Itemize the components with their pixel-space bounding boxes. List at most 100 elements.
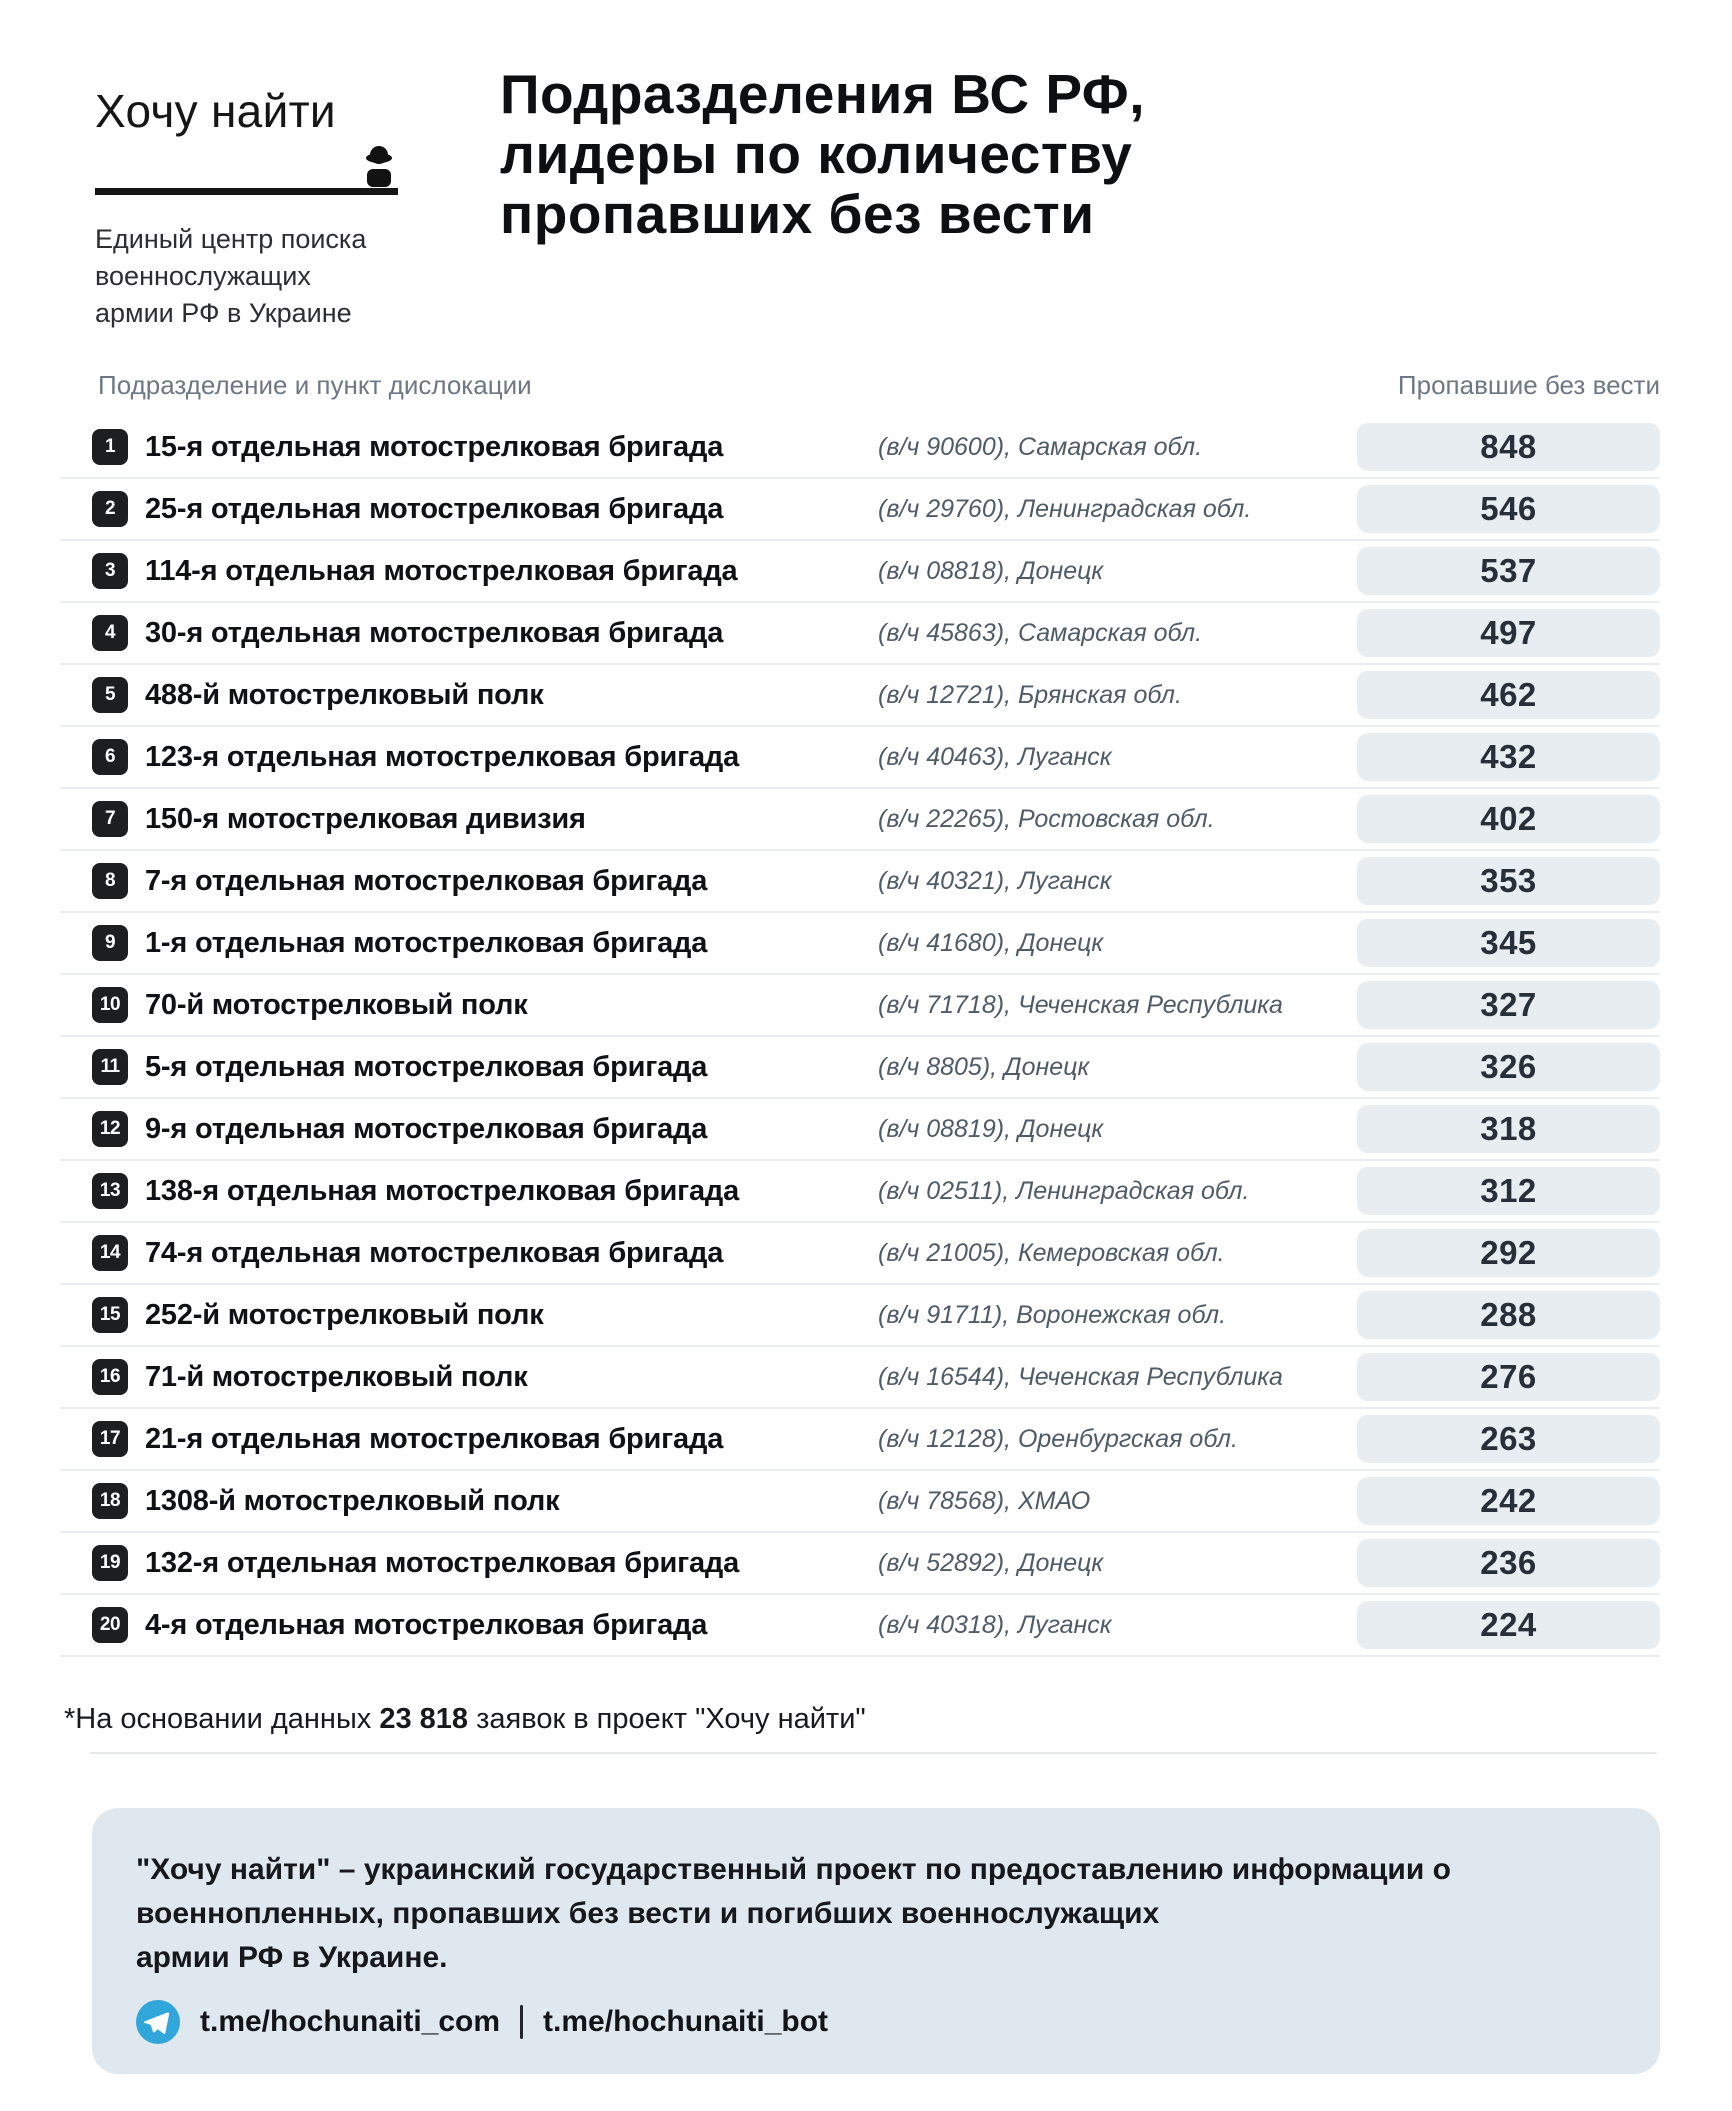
unit-location: (в/ч 52892), Донецк (878, 1548, 1104, 1577)
logo-title: Хочу найти (95, 85, 336, 137)
rank-badge: 2 (92, 491, 128, 527)
unit-location: (в/ч 71718), Чеченская Республика (878, 990, 1283, 1019)
table-row: 16 71-й мотострелковый полк (в/ч 16544),… (60, 1347, 1660, 1409)
missing-count: 224 (1357, 1601, 1660, 1649)
rank-badge: 13 (92, 1173, 128, 1209)
missing-count: 242 (1357, 1477, 1660, 1525)
table-row: 18 1308-й мотострелковый полк (в/ч 78568… (60, 1471, 1660, 1533)
missing-count: 353 (1357, 857, 1660, 905)
page-title-line: пропавших без вести (500, 183, 1095, 245)
logo-subtitle-line: военнослужащих (95, 261, 311, 291)
unit-location: (в/ч 12128), Оренбургская обл. (878, 1424, 1238, 1453)
unit-name: 71-й мотострелковый полк (145, 1360, 528, 1393)
unit-name: 74-я отдельная мотострелковая бригада (145, 1236, 724, 1269)
rank-badge: 14 (92, 1235, 128, 1271)
unit-name: 15-я отдельная мотострелковая бригада (145, 430, 724, 463)
unit-name: 123-я отдельная мотострелковая бригада (145, 740, 740, 773)
about-text-line: "Хочу найти" – украинский государственны… (136, 1853, 1451, 1886)
unit-location: (в/ч 12721), Брянская обл. (878, 680, 1182, 709)
table-row: 9 1-я отдельная мотострелковая бригада (… (60, 913, 1660, 975)
rank-badge: 11 (92, 1049, 128, 1085)
about-text-line: армии РФ в Украине. (136, 1941, 448, 1974)
soldier-icon (366, 146, 392, 187)
rank-badge: 17 (92, 1421, 128, 1457)
footnote-suffix: заявок в проект "Хочу найти" (468, 1703, 866, 1735)
table-row: 7 150-я мотострелковая дивизия (в/ч 2226… (60, 789, 1660, 851)
page-title-line: лидеры по количеству (500, 123, 1133, 185)
telegram-link-com[interactable]: t.me/hochunaiti_com (200, 2005, 501, 2038)
unit-name: 25-я отдельная мотострелковая бригада (145, 492, 724, 525)
logo-subtitle: Единый центр поиска военнослужащих армии… (95, 221, 500, 332)
unit-location: (в/ч 21005), Кемеровская обл. (878, 1238, 1225, 1267)
table-row: 6 123-я отдельная мотострелковая бригада… (60, 727, 1660, 789)
rank-badge: 12 (92, 1111, 128, 1147)
unit-name: 4-я отдельная мотострелковая бригада (145, 1608, 708, 1641)
table-header: Подразделение и пункт дислокации Пропавш… (98, 370, 1660, 401)
rank-badge: 18 (92, 1483, 128, 1519)
unit-name: 132-я отдельная мотострелковая бригада (145, 1546, 740, 1579)
footnote-prefix: *На основании данных (64, 1703, 380, 1735)
logo-subtitle-line: армии РФ в Украине (95, 298, 352, 328)
missing-count: 345 (1357, 919, 1660, 967)
rank-badge: 1 (92, 429, 128, 465)
unit-name: 488-й мотострелковый полк (145, 678, 544, 711)
table-row: 4 30-я отдельная мотострелковая бригада … (60, 603, 1660, 665)
column-header-missing: Пропавшие без вести (1397, 370, 1660, 400)
telegram-links-row: t.me/hochunaiti_com t.me/hochunaiti_bot (136, 2000, 1610, 2044)
unit-location: (в/ч 29760), Ленинградская обл. (878, 494, 1252, 523)
table-row: 19 132-я отдельная мотострелковая бригад… (60, 1533, 1660, 1595)
table-row: 20 4-я отдельная мотострелковая бригада … (60, 1595, 1660, 1657)
rank-badge: 20 (92, 1607, 128, 1643)
unit-name: 21-я отдельная мотострелковая бригада (145, 1422, 724, 1455)
table-row: 12 9-я отдельная мотострелковая бригада … (60, 1099, 1660, 1161)
unit-name: 9-я отдельная мотострелковая бригада (145, 1112, 708, 1145)
unit-name: 70-й мотострелковый полк (145, 988, 528, 1021)
unit-location: (в/ч 90600), Самарская обл. (878, 432, 1203, 461)
missing-count: 312 (1357, 1167, 1660, 1215)
footnote-number: 23 818 (379, 1703, 469, 1735)
unit-location: (в/ч 08818), Донецк (878, 556, 1104, 585)
rank-badge: 16 (92, 1359, 128, 1395)
rank-badge: 7 (92, 801, 128, 837)
logo-subtitle-line: Единый центр поиска (95, 224, 367, 254)
unit-location: (в/ч 40321), Луганск (878, 866, 1112, 895)
missing-count: 327 (1357, 981, 1660, 1029)
table-row: 10 70-й мотострелковый полк (в/ч 71718),… (60, 975, 1660, 1037)
logo-underline (95, 146, 398, 195)
missing-count: 848 (1357, 423, 1660, 471)
missing-count: 402 (1357, 795, 1660, 843)
missing-count: 263 (1357, 1415, 1660, 1463)
table-row: 2 25-я отдельная мотострелковая бригада … (60, 479, 1660, 541)
unit-name: 7-я отдельная мотострелковая бригада (145, 864, 708, 897)
unit-name: 252-й мотострелковый полк (145, 1298, 544, 1331)
unit-location: (в/ч 08819), Донецк (878, 1114, 1104, 1143)
rank-badge: 4 (92, 615, 128, 651)
missing-count: 497 (1357, 609, 1660, 657)
rank-badge: 6 (92, 739, 128, 775)
missing-count: 318 (1357, 1105, 1660, 1153)
missing-count: 326 (1357, 1043, 1660, 1091)
telegram-link-bot[interactable]: t.me/hochunaiti_bot (543, 2005, 829, 2038)
table-row: 13 138-я отдельная мотострелковая бригад… (60, 1161, 1660, 1223)
missing-count: 546 (1357, 485, 1660, 533)
unit-location: (в/ч 16544), Чеченская Республика (878, 1362, 1283, 1391)
footnote: *На основании данных 23 818 заявок в про… (64, 1703, 1660, 1736)
page-title: Подразделения ВС РФ, лидеры по количеств… (500, 64, 1145, 244)
missing-count: 292 (1357, 1229, 1660, 1277)
missing-count: 462 (1357, 671, 1660, 719)
table-row: 5 488-й мотострелковый полк (в/ч 12721),… (60, 665, 1660, 727)
missing-count: 276 (1357, 1353, 1660, 1401)
unit-location: (в/ч 8805), Донецк (878, 1052, 1090, 1081)
header: Хочу найти Единый центр поиска военнослу… (0, 0, 1732, 332)
unit-location: (в/ч 41680), Донецк (878, 928, 1104, 957)
unit-location: (в/ч 40318), Луганск (878, 1610, 1112, 1639)
logo-block: Хочу найти Единый центр поиска военнослу… (95, 64, 500, 332)
missing-count: 537 (1357, 547, 1660, 595)
unit-name: 1308-й мотострелковый полк (145, 1484, 560, 1517)
rank-badge: 3 (92, 553, 128, 589)
unit-name: 114-я отдельная мотострелковая бригада (145, 554, 738, 587)
missing-count: 236 (1357, 1539, 1660, 1587)
unit-name: 138-я отдельная мотострелковая бригада (145, 1174, 740, 1207)
column-header-unit: Подразделение и пункт дислокации (98, 370, 532, 400)
